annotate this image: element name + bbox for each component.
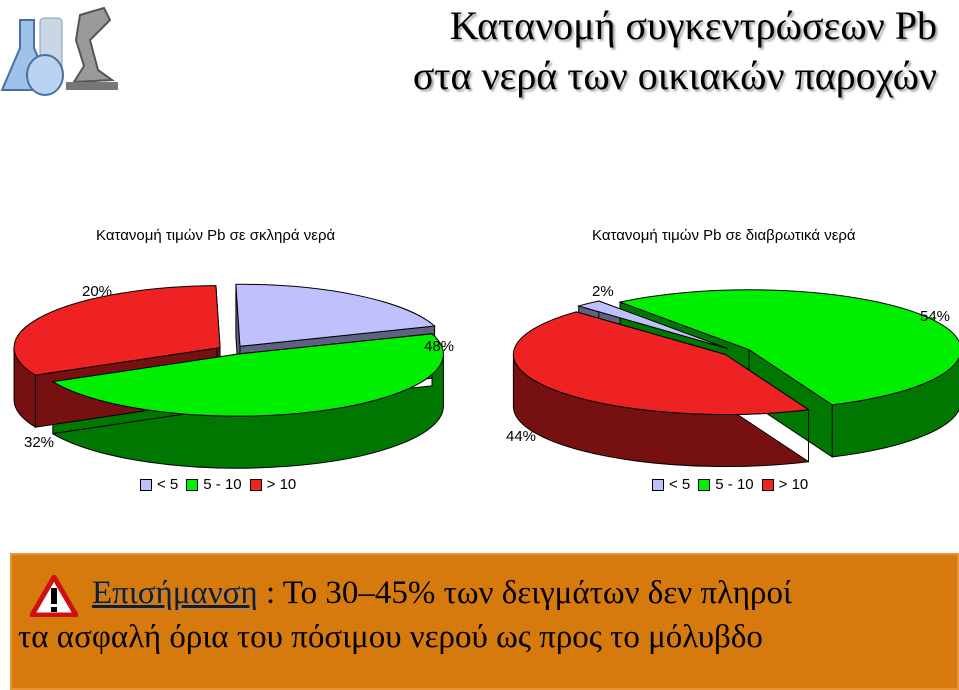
data-label-hard-gt10: 32%	[24, 434, 55, 451]
pie-charts	[13, 283, 959, 469]
warning-note-line1: Επισήμανση : Το 30–45% των δειγμάτων δεν…	[92, 575, 792, 612]
legend-item: 5 - 10	[186, 476, 242, 493]
data-label-corrosive-lt5: 2%	[592, 283, 614, 300]
legend-corrosive-water: < 5 5 - 10 > 10	[652, 476, 816, 493]
legend-item: > 10	[761, 476, 809, 493]
warning-note-text: : Το 30–45% των δειγμάτων δεν πληροί	[257, 575, 792, 611]
warning-note-label: Επισήμανση	[92, 575, 258, 611]
pie-slice-0-lt5	[235, 283, 436, 347]
legend-label: 5 - 10	[715, 476, 754, 493]
chart-title-corrosive-water: Κατανομή τιμών Pb σε διαβρωτικά νερά	[592, 227, 856, 244]
slide-title-line2: στα νερά των οικιακών παροχών	[412, 53, 937, 98]
legend-swatch	[186, 478, 199, 491]
warning-note-line2: τα ασφαλή όρια του πόσιμου νερού ως προς…	[18, 619, 763, 655]
slide-title-line1: Κατανομή συγκεντρώσεων Pb	[449, 3, 937, 48]
pie-slice-1-5-10	[618, 289, 959, 406]
data-label-corrosive-gt10: 44%	[506, 428, 537, 445]
data-label-corrosive-5-10: 54%	[920, 308, 951, 325]
lab-flask-microscope-icon	[0, 6, 118, 96]
legend-swatch	[698, 478, 711, 491]
legend-label: > 10	[778, 476, 809, 493]
legend-swatch	[652, 478, 664, 491]
chart-title-hard-water: Κατανομή τιμών Pb σε σκληρά νερά	[96, 227, 336, 244]
legend-label: > 10	[266, 476, 297, 493]
legend-item: > 10	[249, 476, 297, 493]
pie-slice-1-gt10	[512, 311, 810, 416]
legend-swatch	[140, 478, 152, 491]
legend-swatch	[761, 478, 774, 491]
warning-note-box	[10, 553, 959, 690]
pie-slice-1-lt5	[576, 300, 728, 350]
legend-swatch	[249, 478, 262, 491]
data-label-hard-lt5: 20%	[82, 283, 113, 300]
pie-slice-0-5-10	[51, 333, 444, 417]
data-label-hard-5-10: 48%	[424, 338, 455, 355]
legend-label: < 5	[157, 476, 179, 493]
pie-slice-0-gt10	[13, 285, 221, 376]
legend-hard-water: < 5 5 - 10 > 10	[140, 476, 304, 493]
warning-triangle-icon	[30, 575, 78, 617]
legend-item: < 5	[140, 476, 178, 493]
legend-item: 5 - 10	[698, 476, 754, 493]
legend-label: 5 - 10	[203, 476, 242, 493]
legend-label: < 5	[669, 476, 691, 493]
legend-item: < 5	[652, 476, 690, 493]
